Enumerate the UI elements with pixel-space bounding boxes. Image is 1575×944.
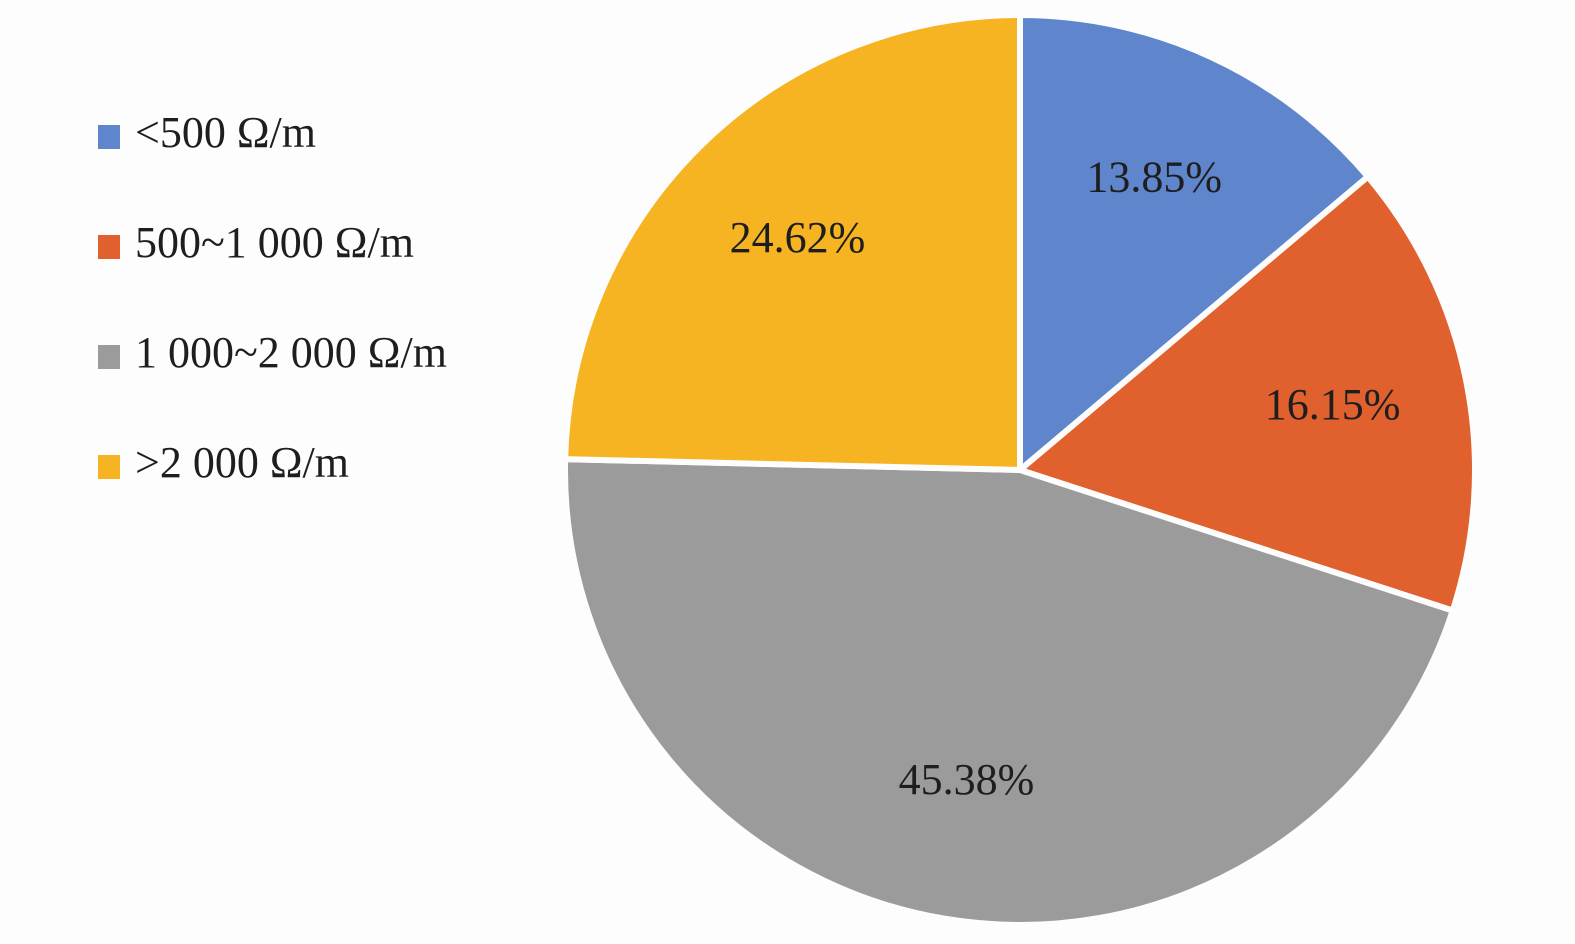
legend-label: <500 Ω/m xyxy=(135,108,316,157)
pie-slice xyxy=(562,11,1023,474)
legend-swatch xyxy=(98,345,120,369)
data-label: 13.85% xyxy=(1086,152,1222,201)
data-label: 24.62% xyxy=(730,213,866,262)
legend-swatch xyxy=(98,125,120,149)
legend-label: 500~1 000 Ω/m xyxy=(135,218,414,267)
legend-swatch xyxy=(98,235,120,259)
legend-label: >2 000 Ω/m xyxy=(135,438,349,487)
legend-label: 1 000~2 000 Ω/m xyxy=(135,328,447,377)
pie-slice xyxy=(1017,11,1373,477)
data-label: 45.38% xyxy=(899,755,1035,804)
pie-slice xyxy=(562,456,1457,928)
pie-slice xyxy=(1013,172,1478,615)
data-label: 16.15% xyxy=(1265,380,1401,429)
legend-swatch xyxy=(98,455,120,479)
